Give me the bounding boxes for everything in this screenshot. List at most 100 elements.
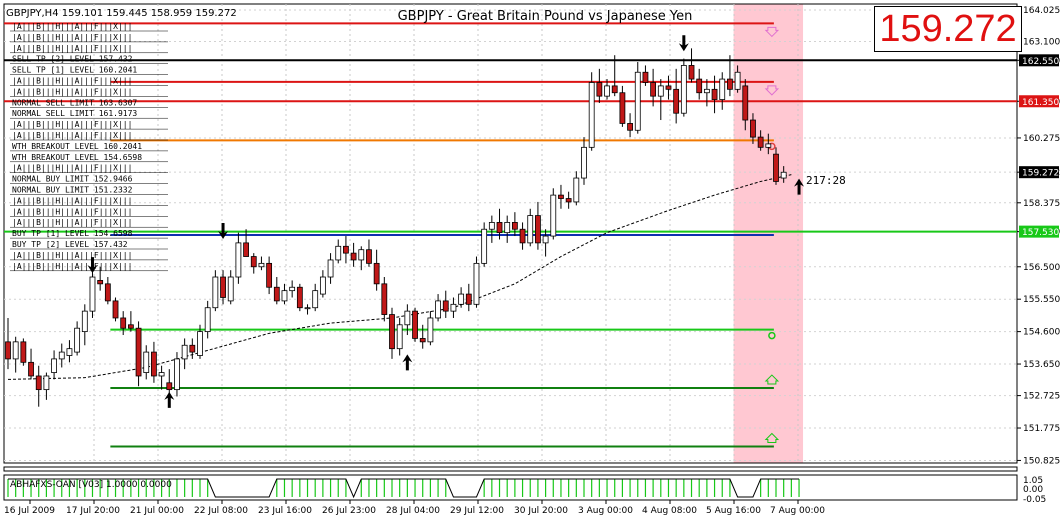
candle-body[interactable] bbox=[688, 65, 695, 80]
candle-body[interactable] bbox=[97, 280, 104, 285]
candle-body[interactable] bbox=[642, 71, 649, 83]
candle-body[interactable] bbox=[58, 351, 65, 360]
candle-body[interactable] bbox=[327, 259, 334, 278]
candle-body[interactable] bbox=[527, 215, 534, 244]
candle-body[interactable] bbox=[81, 310, 88, 333]
candle-body[interactable] bbox=[120, 317, 127, 329]
candle-body[interactable] bbox=[627, 123, 633, 131]
candle-body[interactable] bbox=[481, 228, 488, 264]
candle-body[interactable] bbox=[181, 344, 188, 360]
candle-body[interactable] bbox=[366, 249, 372, 264]
candle-body[interactable] bbox=[734, 71, 741, 90]
candle-body[interactable] bbox=[112, 300, 119, 319]
candle-body[interactable] bbox=[404, 310, 411, 326]
candle-body[interactable] bbox=[151, 351, 157, 377]
candle-body[interactable] bbox=[519, 228, 526, 244]
candle-body[interactable] bbox=[581, 146, 587, 179]
candle-body[interactable] bbox=[312, 290, 319, 309]
candle-body[interactable] bbox=[166, 382, 173, 391]
candle-body[interactable] bbox=[296, 286, 303, 309]
candle-body[interactable] bbox=[135, 327, 142, 377]
candle-body[interactable] bbox=[604, 85, 610, 97]
candle-body[interactable] bbox=[235, 242, 242, 278]
candle-body[interactable] bbox=[765, 143, 772, 148]
candle-body[interactable] bbox=[727, 78, 733, 90]
candle-body[interactable] bbox=[304, 307, 311, 310]
candle-body[interactable] bbox=[619, 92, 626, 124]
candle-body[interactable] bbox=[558, 194, 564, 199]
candle-body[interactable] bbox=[143, 351, 150, 373]
candle-body[interactable] bbox=[650, 82, 657, 97]
candle-body[interactable] bbox=[611, 85, 618, 94]
candle-body[interactable] bbox=[696, 78, 703, 94]
candle-body[interactable] bbox=[458, 293, 465, 305]
candle-body[interactable] bbox=[465, 293, 472, 305]
candle-body[interactable] bbox=[343, 245, 349, 254]
candle-body[interactable] bbox=[243, 242, 249, 257]
candle-body[interactable] bbox=[573, 177, 580, 203]
candle-body[interactable] bbox=[204, 307, 211, 333]
candle-body[interactable] bbox=[51, 358, 57, 373]
candle-body[interactable] bbox=[542, 235, 549, 244]
candle-body[interactable] bbox=[5, 341, 11, 360]
candle-body[interactable] bbox=[358, 249, 365, 261]
candle-body[interactable] bbox=[504, 222, 511, 234]
candle-body[interactable] bbox=[281, 290, 288, 302]
candle-body[interactable] bbox=[634, 71, 641, 131]
scroll-strip[interactable] bbox=[3, 466, 1018, 472]
candle-body[interactable] bbox=[220, 276, 226, 298]
candle-body[interactable] bbox=[473, 262, 480, 305]
candle-body[interactable] bbox=[596, 82, 603, 97]
candle-body[interactable] bbox=[719, 78, 726, 100]
candle-body[interactable] bbox=[373, 262, 380, 285]
candle-body[interactable] bbox=[74, 327, 81, 353]
candle-body[interactable] bbox=[488, 222, 495, 230]
candle-body[interactable] bbox=[266, 262, 273, 288]
candle-body[interactable] bbox=[750, 119, 756, 138]
candle-body[interactable] bbox=[396, 324, 403, 350]
candle-body[interactable] bbox=[711, 88, 718, 100]
candle-body[interactable] bbox=[450, 303, 457, 312]
candle-body[interactable] bbox=[289, 286, 296, 292]
candle-body[interactable] bbox=[780, 171, 787, 179]
candle-body[interactable] bbox=[588, 82, 595, 148]
candle-body[interactable] bbox=[20, 341, 27, 363]
candle-body[interactable] bbox=[273, 286, 280, 302]
candle-body[interactable] bbox=[680, 65, 687, 114]
candle-body[interactable] bbox=[496, 222, 503, 234]
candle-body[interactable] bbox=[319, 276, 326, 295]
candle-body[interactable] bbox=[12, 341, 19, 360]
candle-body[interactable] bbox=[412, 310, 418, 339]
candle-body[interactable] bbox=[389, 314, 395, 350]
candle-body[interactable] bbox=[189, 344, 196, 353]
candle-body[interactable] bbox=[665, 85, 672, 90]
candle-body[interactable] bbox=[435, 300, 441, 319]
candle-body[interactable] bbox=[427, 317, 434, 343]
candle-body[interactable] bbox=[550, 194, 557, 237]
candle-body[interactable] bbox=[158, 372, 165, 377]
candle-body[interactable] bbox=[565, 198, 572, 203]
candle-body[interactable] bbox=[511, 222, 518, 230]
candle-body[interactable] bbox=[442, 300, 449, 312]
candle-body[interactable] bbox=[43, 375, 50, 391]
candle-body[interactable] bbox=[35, 375, 42, 391]
candle-body[interactable] bbox=[28, 361, 34, 377]
candle-body[interactable] bbox=[381, 283, 388, 315]
candle-body[interactable] bbox=[174, 358, 180, 391]
candle-body[interactable] bbox=[127, 324, 134, 329]
candle-body[interactable] bbox=[227, 276, 234, 302]
candle-body[interactable] bbox=[66, 348, 73, 356]
candle-body[interactable] bbox=[250, 256, 257, 268]
candle-body[interactable] bbox=[673, 88, 680, 114]
candle-body[interactable] bbox=[757, 136, 764, 148]
candle-body[interactable] bbox=[89, 276, 96, 312]
candle-body[interactable] bbox=[258, 262, 265, 268]
candle-body[interactable] bbox=[657, 85, 664, 97]
candle-body[interactable] bbox=[104, 283, 111, 302]
candle-body[interactable] bbox=[742, 85, 749, 121]
candle-body[interactable] bbox=[773, 153, 779, 182]
candle-body[interactable] bbox=[703, 88, 710, 94]
candle-body[interactable] bbox=[535, 215, 541, 244]
candle-body[interactable] bbox=[419, 338, 426, 343]
